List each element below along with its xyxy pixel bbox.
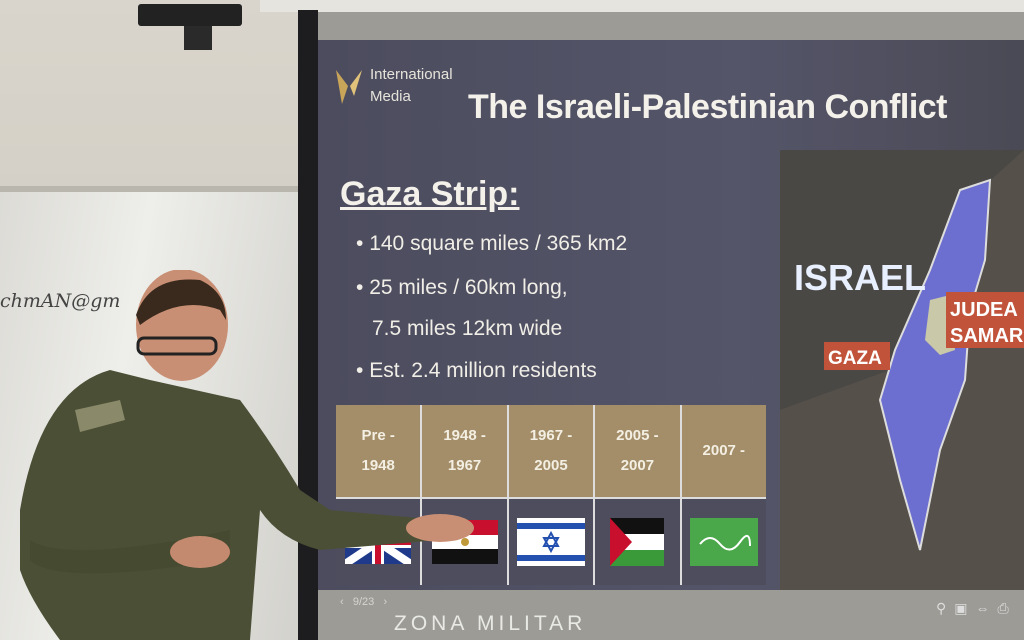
bullet-marker: •: [356, 232, 364, 255]
period-header: 1948 - 1967: [422, 405, 507, 497]
samaria-label: SAMAR: [950, 325, 1024, 347]
flag-cell: [681, 499, 766, 585]
hair: [136, 279, 226, 325]
judea-label-bg: [946, 292, 1024, 348]
gaza-label-bg: [824, 342, 890, 370]
israel-region: [878, 178, 992, 551]
presenter: [20, 270, 474, 640]
webcam-mount: [184, 26, 212, 50]
flag-cell: [595, 499, 680, 585]
screen-casing: [260, 0, 1024, 12]
israel-flag-icon: [516, 518, 585, 566]
watermark: ZONA MILITAR: [394, 612, 587, 635]
slide-subtitle: Gaza Strip:: [340, 175, 520, 213]
logo-text: International Media: [370, 64, 453, 108]
bullet-marker: •: [356, 276, 364, 299]
print-icon[interactable]: ⎙: [997, 600, 1017, 616]
flag-cell: [508, 499, 594, 585]
screen-icon[interactable]: ▣: [954, 600, 976, 616]
prev-slide-button[interactable]: ‹: [340, 596, 344, 608]
page-counter: 9/23: [352, 596, 375, 608]
pointing-hand: [406, 514, 474, 542]
logo-line2: Media: [370, 88, 411, 105]
viewer-toolbar: ⚲▣⇔⎙: [936, 600, 1017, 617]
bullet-width: 7.5 miles 12km wide: [372, 317, 563, 340]
next-slide-button[interactable]: ›: [383, 596, 388, 608]
screen-edge: [298, 10, 318, 640]
slide-title: The Israeli-Palestinian Conflict: [468, 88, 948, 126]
slide-navigation: ‹ 9/23 ›: [340, 596, 387, 608]
israel-label: ISRAEL: [794, 257, 926, 298]
logo-icon: [336, 70, 362, 104]
hamas-flag-icon: [689, 518, 758, 566]
bullet-text: 140 square miles / 365 km2: [369, 232, 628, 255]
bullet-length: • 25 miles / 60km long,: [356, 276, 568, 300]
logo-line1: International: [370, 66, 453, 83]
bullet-area: • 140 square miles / 365 km2: [356, 232, 627, 256]
palestine-flag-icon: [610, 518, 665, 566]
bullet-marker: •: [356, 359, 364, 382]
left-hand: [170, 536, 230, 568]
webcam: [138, 4, 242, 26]
zoom-icon[interactable]: ⚲: [936, 600, 955, 616]
gaza-label: GAZA: [828, 348, 882, 369]
glasses: [136, 336, 218, 356]
map: GAZA ISRAEL JUDEA SAMAR: [780, 150, 1024, 590]
bullet-text: 25 miles / 60km long,: [369, 276, 568, 299]
bullet-text: Est. 2.4 million residents: [369, 359, 597, 382]
rank-insignia: [75, 400, 125, 432]
period-header: Pre - 1948: [336, 405, 421, 497]
uniform: [20, 370, 440, 640]
judea-label: JUDEA: [950, 299, 1018, 321]
period-header: 1967 - 2005: [508, 405, 594, 497]
period-header: 2007 -: [681, 405, 766, 497]
period-header: 2005 - 2007: [595, 405, 680, 497]
whiteboard-handwriting: chmAN@gm: [0, 290, 121, 312]
bullet-residents: • Est. 2.4 million residents: [356, 359, 597, 383]
fullscreen-icon[interactable]: ⇔: [975, 600, 998, 616]
